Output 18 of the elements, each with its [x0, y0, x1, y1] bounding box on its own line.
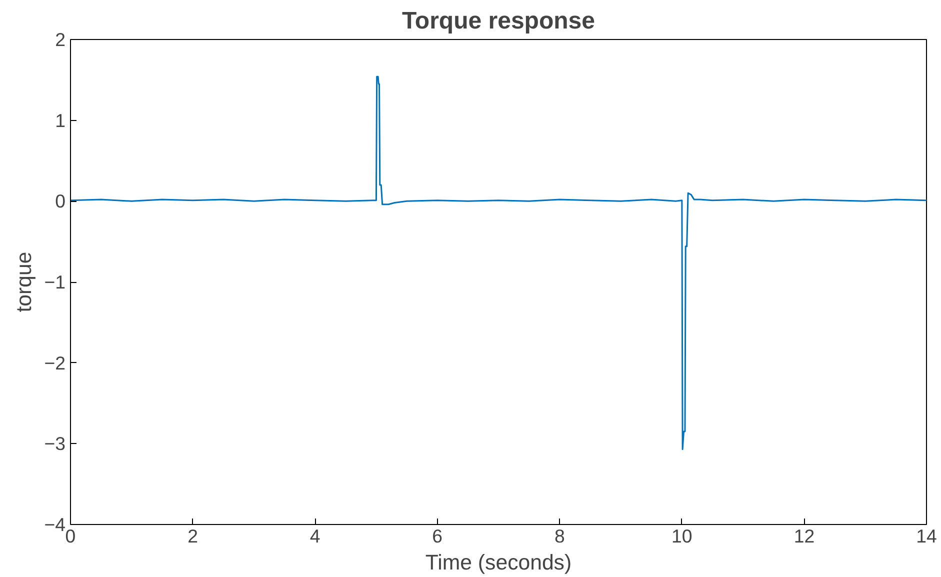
x-tick-label: 14	[916, 526, 937, 546]
chart-title: Torque response	[402, 8, 595, 34]
y-tick-label: 1	[55, 110, 66, 131]
line-series	[70, 76, 926, 450]
x-axis-title: Time (seconds)	[425, 550, 572, 574]
y-axis-title: torque	[12, 252, 36, 312]
x-tick-label: 12	[794, 526, 815, 546]
x-tick-label: 4	[310, 526, 320, 546]
x-tick-label: 8	[554, 526, 565, 546]
x-tick-label: 10	[672, 526, 692, 546]
y-tick-label: −3	[44, 433, 66, 454]
x-tick-label: 6	[432, 526, 443, 546]
x-tick-label: 2	[188, 526, 198, 546]
y-tick-label: −1	[44, 272, 66, 292]
y-tick-label: −2	[44, 352, 66, 374]
y-tick-label: 0	[55, 190, 66, 212]
y-tick-label: −4	[44, 514, 66, 535]
y-tick-label: 2	[55, 29, 66, 50]
